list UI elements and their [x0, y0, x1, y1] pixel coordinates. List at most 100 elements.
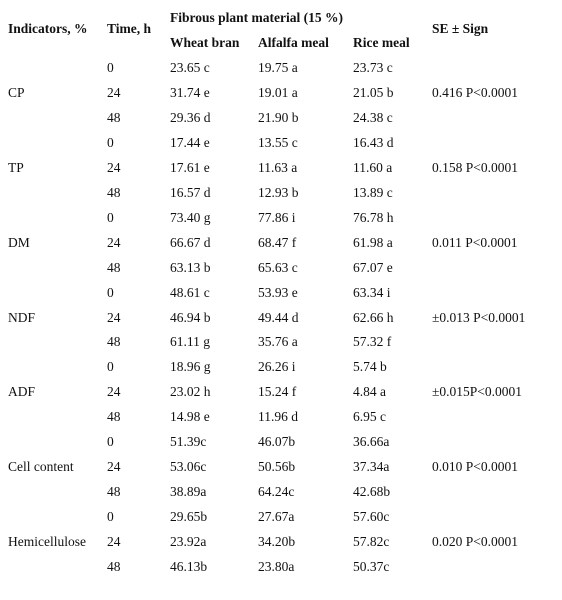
cell-value: 5.74 b	[353, 359, 387, 375]
cell-value: 64.24c	[258, 484, 295, 500]
cell-value: 35.76 a	[258, 334, 298, 350]
cell-value: 29.65b	[170, 509, 208, 525]
cell-value: 53.93 e	[258, 284, 298, 300]
time: 48	[107, 334, 121, 350]
cell-value: 13.89 c	[353, 184, 393, 200]
cell-value: 68.47 f	[258, 234, 297, 250]
time: 48	[107, 559, 121, 574]
cell-value: 57.32 f	[353, 334, 392, 350]
time: 24	[107, 534, 121, 550]
cell-value: 63.13 b	[170, 259, 211, 275]
time: 48	[107, 109, 121, 125]
cell-value: 11.60 a	[353, 159, 393, 175]
cell-value: 42.68b	[353, 484, 391, 500]
cell-value: 27.67a	[258, 509, 295, 525]
cell-value: 23.80a	[258, 559, 295, 574]
cell-value: 31.74 e	[170, 84, 210, 100]
cell-value: 29.36 d	[170, 109, 211, 125]
cell-value: 18.96 g	[170, 359, 211, 375]
time: 48	[107, 484, 121, 500]
se-sign: ±0.015P<0.0001	[432, 384, 523, 400]
time: 0	[107, 284, 114, 300]
cell-value: 23.02 h	[170, 384, 211, 400]
se-sign: 0.011 P<0.0001	[432, 234, 518, 250]
se-sign: 0.158 P<0.0001	[432, 159, 518, 175]
time: 0	[107, 134, 114, 150]
cell-value: 66.67 d	[170, 234, 211, 250]
cell-value: 14.98 e	[170, 409, 210, 425]
cell-value: 57.60c	[353, 509, 390, 525]
time: 48	[107, 409, 121, 425]
indicator: TP	[8, 159, 24, 175]
cell-value: 76.78 h	[353, 209, 394, 225]
se-sign: 0.020 P<0.0001	[432, 534, 518, 550]
time: 48	[107, 259, 121, 275]
cell-value: 50.37c	[353, 559, 390, 574]
indicator: CP	[8, 84, 25, 100]
cell-value: 46.13b	[170, 559, 208, 574]
cell-value: 19.01 a	[258, 84, 298, 100]
cell-value: 17.44 e	[170, 134, 210, 150]
cell-value: 11.63 a	[258, 159, 298, 175]
time: 24	[107, 159, 121, 175]
cell-value: 21.90 b	[258, 109, 299, 125]
header-indicators: Indicators, %	[8, 21, 88, 36]
cell-value: 50.56b	[258, 459, 296, 475]
cell-value: 16.57 d	[170, 184, 211, 200]
cell-value: 6.95 c	[353, 409, 386, 425]
cell-value: 26.26 i	[258, 359, 296, 375]
time: 24	[107, 459, 121, 475]
cell-value: 65.63 c	[258, 259, 298, 275]
cell-value: 46.94 b	[170, 309, 211, 325]
cell-value: 4.84 a	[353, 384, 386, 400]
cell-value: 48.61 c	[170, 284, 210, 300]
cell-value: 12.93 b	[258, 184, 299, 200]
time: 24	[107, 384, 121, 400]
cell-value: 13.55 c	[258, 134, 298, 150]
cell-value: 53.06c	[170, 459, 207, 475]
time: 24	[107, 309, 121, 325]
se-sign: 0.416 P<0.0001	[432, 84, 518, 100]
header-column: Rice meal	[353, 35, 410, 50]
cell-value: 23.92a	[170, 534, 207, 550]
time: 48	[107, 184, 121, 200]
time: 0	[107, 209, 114, 225]
cell-value: 21.05 b	[353, 84, 394, 100]
cell-value: 61.11 g	[170, 334, 210, 350]
cell-value: 36.66a	[353, 434, 390, 450]
se-sign: ±0.013 P<0.0001	[432, 309, 526, 325]
cell-value: 37.34a	[353, 459, 390, 475]
indicator: Cell content	[8, 459, 74, 475]
cell-value: 46.07b	[258, 434, 296, 450]
se-sign: 0.010 P<0.0001	[432, 459, 518, 475]
time: 0	[107, 60, 114, 75]
cell-value: 51.39c	[170, 434, 207, 450]
cell-value: 67.07 e	[353, 259, 393, 275]
cell-value: 38.89a	[170, 484, 207, 500]
header-group: Fibrous plant material (15 %)	[170, 10, 343, 25]
header-se: SE ± Sign	[432, 21, 489, 36]
cell-value: 19.75 a	[258, 60, 298, 75]
time: 0	[107, 434, 114, 450]
cell-value: 57.82c	[353, 534, 390, 550]
indicator: DM	[8, 234, 30, 250]
time: 24	[107, 84, 121, 100]
cell-value: 16.43 d	[353, 134, 394, 150]
header-column: Wheat bran	[170, 35, 240, 50]
cell-value: 23.65 c	[170, 60, 210, 75]
cell-value: 34.20b	[258, 534, 296, 550]
cell-value: 63.34 i	[353, 284, 391, 300]
cell-value: 24.38 c	[353, 109, 393, 125]
cell-value: 61.98 a	[353, 234, 393, 250]
cell-value: 17.61 e	[170, 159, 210, 175]
header-time: Time, h	[107, 21, 152, 36]
indicator: ADF	[8, 384, 36, 400]
cell-value: 77.86 i	[258, 209, 296, 225]
cell-value: 23.73 c	[353, 60, 393, 75]
cell-value: 15.24 f	[258, 384, 297, 400]
time: 24	[107, 234, 121, 250]
time: 0	[107, 359, 114, 375]
cell-value: 62.66 h	[353, 309, 394, 325]
indicator: NDF	[8, 309, 36, 325]
